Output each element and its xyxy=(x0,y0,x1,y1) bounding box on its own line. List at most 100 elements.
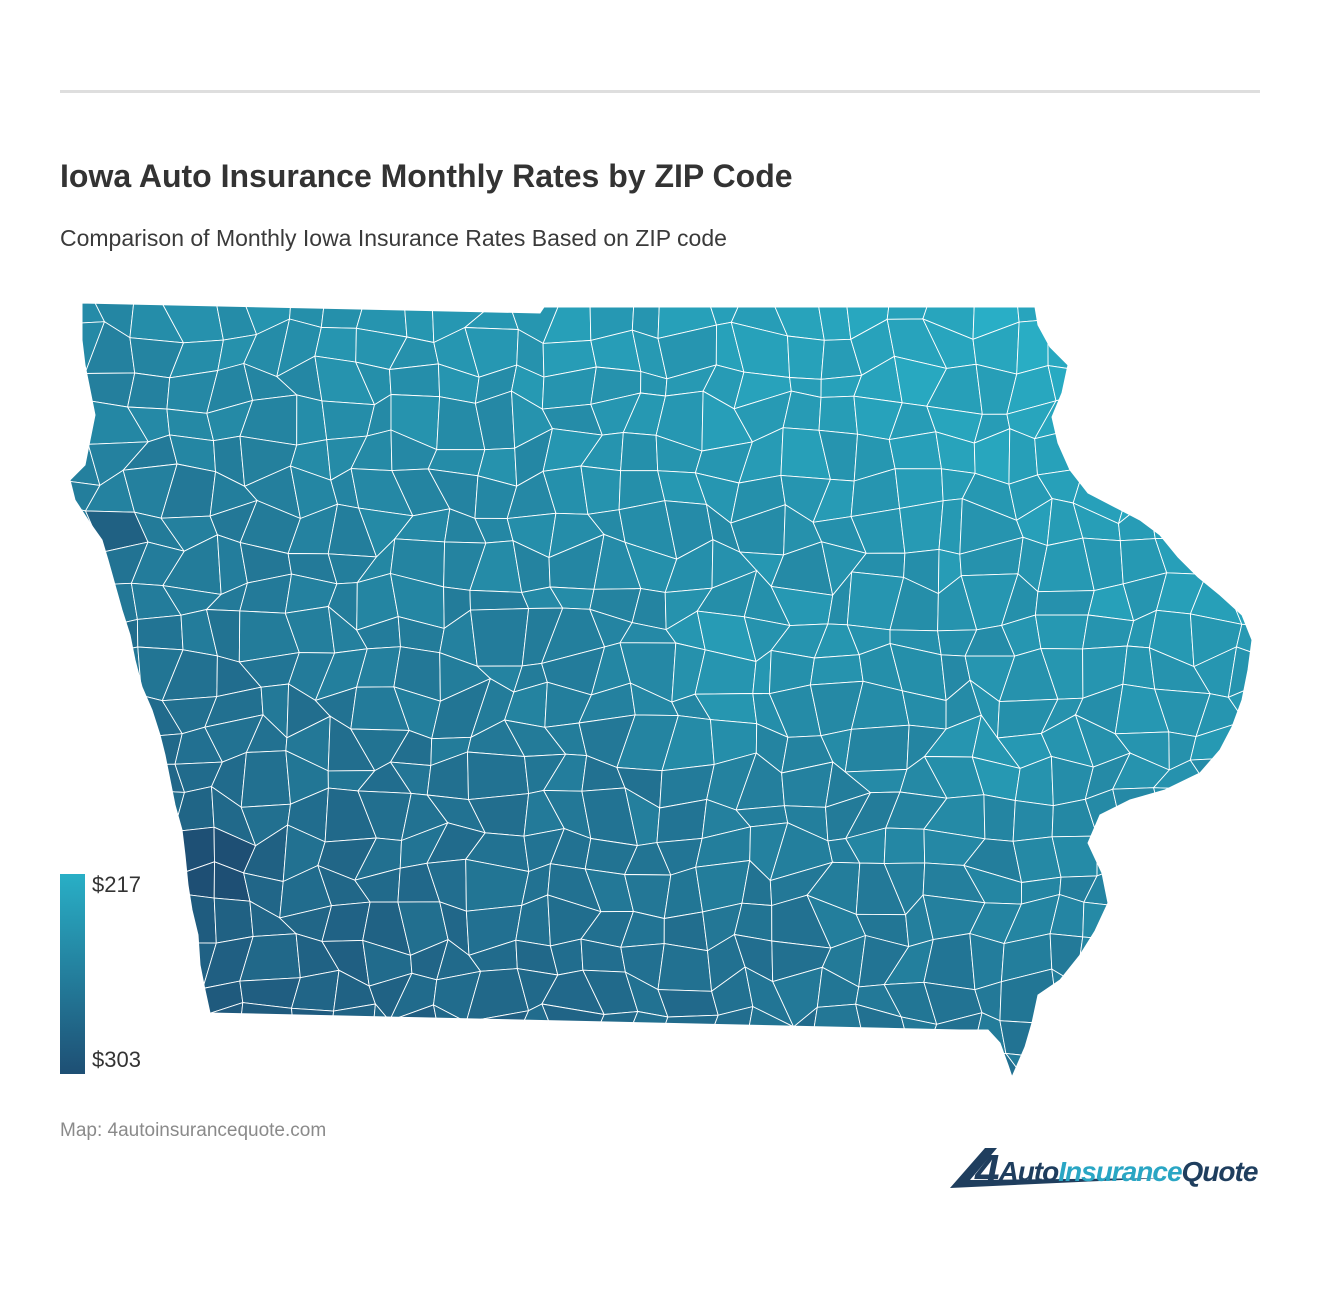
zip-area xyxy=(1111,363,1165,416)
zip-area xyxy=(1092,1050,1135,1077)
zip-area xyxy=(1154,303,1213,327)
zip-area xyxy=(1231,1038,1252,1077)
zip-area xyxy=(743,1049,777,1077)
zip-area xyxy=(1119,938,1165,988)
zip-area xyxy=(505,1082,562,1085)
zip-area xyxy=(1235,623,1252,662)
zip-area xyxy=(938,498,963,555)
zip-area xyxy=(1167,838,1193,879)
zip-area xyxy=(1082,614,1135,650)
zip-area xyxy=(1083,426,1133,481)
zip-area xyxy=(1126,428,1155,482)
zip-area xyxy=(1163,1015,1209,1042)
zip-area xyxy=(467,751,530,801)
zip-area xyxy=(1043,1050,1095,1077)
zip-area xyxy=(1227,791,1252,844)
zip-area xyxy=(751,1081,779,1085)
zip-area xyxy=(441,1046,485,1077)
zip-area xyxy=(541,1003,605,1063)
map-source: Map: 4autoinsurancequote.com xyxy=(60,1120,327,1141)
zip-area xyxy=(161,1013,222,1059)
zip-area xyxy=(62,1084,107,1085)
zip-area xyxy=(999,1020,1060,1059)
zip-area xyxy=(85,1080,149,1085)
zip-area xyxy=(1016,303,1049,323)
zip-area xyxy=(95,895,133,937)
zip-area xyxy=(1190,500,1242,548)
zip-area xyxy=(70,826,109,875)
zip-area xyxy=(620,432,659,472)
zip-area xyxy=(542,1057,589,1077)
zip-area xyxy=(70,652,110,704)
zip-area xyxy=(620,1051,660,1077)
zip-area xyxy=(105,821,142,881)
zip-area xyxy=(1075,936,1134,985)
zip-area xyxy=(708,1038,752,1077)
zip-area xyxy=(1231,1001,1252,1053)
zip-area xyxy=(580,465,622,515)
zip-area xyxy=(70,734,106,770)
zip-area xyxy=(291,1007,335,1049)
zip-area xyxy=(371,1043,409,1077)
zip-area xyxy=(130,934,175,974)
zip-area xyxy=(93,755,137,809)
zip-area xyxy=(197,1074,257,1077)
zip-area xyxy=(237,1045,296,1077)
logo-quote: Quote xyxy=(1181,1156,1259,1187)
zip-area xyxy=(850,1075,897,1077)
zip-area xyxy=(292,1046,331,1077)
state-outline xyxy=(69,302,1253,1079)
zip-area xyxy=(1244,720,1252,758)
zip-area xyxy=(1193,393,1251,449)
zip-area xyxy=(1051,968,1088,1025)
zip-area xyxy=(1188,442,1251,475)
zip-area xyxy=(105,646,143,697)
zip-area xyxy=(321,400,376,441)
zip-area xyxy=(883,827,926,864)
zip-area xyxy=(136,972,175,1016)
top-divider xyxy=(60,90,1260,93)
zip-area xyxy=(787,335,825,380)
zip-area xyxy=(70,573,97,630)
zip-area xyxy=(125,763,186,793)
zip-area xyxy=(1160,357,1205,416)
zip-area xyxy=(70,399,89,445)
zip-area xyxy=(95,934,138,977)
zip-area xyxy=(237,1002,296,1048)
zip-area xyxy=(389,363,441,398)
zip-area xyxy=(1188,463,1246,514)
zip-area xyxy=(514,1039,566,1077)
zip-area xyxy=(99,736,147,766)
zip-area xyxy=(1110,845,1171,872)
zip-area xyxy=(403,303,435,344)
zip-area xyxy=(810,1039,868,1077)
legend-color-bar xyxy=(60,874,85,1074)
zip-area xyxy=(1111,303,1168,328)
zip-area xyxy=(1047,319,1097,374)
zip-area xyxy=(1232,358,1252,407)
zip-area xyxy=(1124,980,1167,1023)
zip-area xyxy=(213,897,254,944)
zip-area xyxy=(1148,473,1194,514)
zip-area xyxy=(1154,321,1209,381)
zip-area xyxy=(1148,498,1194,540)
zip-area xyxy=(1150,433,1199,482)
zip-area xyxy=(1117,479,1155,525)
zip-area xyxy=(163,893,217,944)
zip-area xyxy=(99,680,146,739)
zip-area xyxy=(1197,966,1236,1022)
zip-area xyxy=(1169,862,1190,903)
zip-area xyxy=(1113,408,1166,435)
chart-subtitle: Comparison of Monthly Iowa Insurance Rat… xyxy=(60,225,727,251)
zip-area xyxy=(320,1044,375,1077)
zip-area xyxy=(469,589,530,611)
zip-area xyxy=(329,1003,376,1049)
zip-area xyxy=(709,1081,751,1085)
logo-swoosh-icon xyxy=(950,1148,1165,1188)
zip-area xyxy=(770,1039,813,1077)
zip-area xyxy=(1012,799,1054,842)
legend-max-label: $217 xyxy=(92,872,141,897)
zip-area xyxy=(1047,365,1098,402)
zip-area xyxy=(220,1045,245,1077)
zip-area xyxy=(97,972,141,1010)
